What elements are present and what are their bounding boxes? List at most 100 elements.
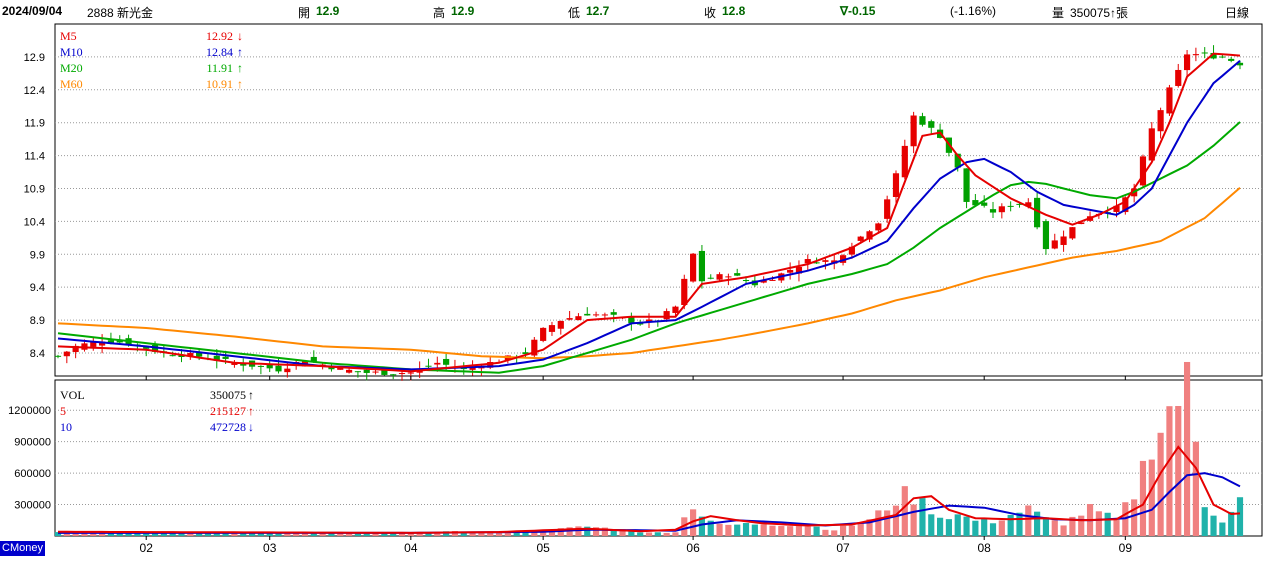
volume-bar xyxy=(769,525,776,536)
candle-body xyxy=(601,314,608,316)
ma-legend-arrow: ↑ xyxy=(237,77,243,91)
volume-bar xyxy=(707,520,714,536)
volume-bar xyxy=(213,532,220,536)
open-value: 12.9 xyxy=(316,4,340,18)
ma-legend-arrow: ↑ xyxy=(237,45,243,59)
volume-bar xyxy=(1210,515,1217,536)
candle-body xyxy=(266,363,273,369)
candle-body xyxy=(425,365,432,367)
month-label: 08 xyxy=(978,541,992,555)
candle-body xyxy=(663,311,670,320)
candle-body xyxy=(1078,222,1085,225)
month-label: 03 xyxy=(263,541,277,555)
candle-body xyxy=(892,173,900,197)
candle-body xyxy=(769,279,776,281)
volume-bar xyxy=(169,531,176,536)
volume-bar xyxy=(495,532,503,536)
price-tick-label: 9.9 xyxy=(30,249,45,261)
volume-bar xyxy=(143,532,150,536)
candle-body xyxy=(460,368,467,370)
candle-body xyxy=(372,371,379,373)
candle-body xyxy=(1148,128,1155,161)
volume-bar xyxy=(1007,514,1014,536)
volume-bar xyxy=(1095,511,1102,536)
month-label: 07 xyxy=(836,541,850,555)
volume-bar xyxy=(522,532,529,536)
volume-legend-name: 5 xyxy=(60,404,66,418)
volume-ma-lines xyxy=(58,445,1241,534)
price-tick-label: 9.4 xyxy=(30,282,45,294)
ma-legend-name: M60 xyxy=(60,77,83,91)
candle-body xyxy=(1183,54,1191,71)
ma-legend-name: M20 xyxy=(60,61,83,75)
volume-bar xyxy=(1069,516,1076,536)
month-label: 05 xyxy=(536,541,550,555)
candle-body xyxy=(628,317,635,324)
volume-bar xyxy=(734,524,741,536)
volume-bar xyxy=(293,532,300,536)
candle-body xyxy=(1025,202,1032,207)
volume-tick-label: 300000 xyxy=(14,500,51,512)
candle-body xyxy=(548,325,556,332)
volume-bar xyxy=(231,533,238,536)
candle-body xyxy=(1236,62,1244,66)
candle-body xyxy=(363,369,370,373)
candle-body xyxy=(972,200,979,206)
volume-bar xyxy=(425,533,432,536)
candle-body xyxy=(1210,52,1217,59)
volume-legend-value: 472728 xyxy=(210,420,246,434)
candle-body xyxy=(398,373,406,375)
candle-body xyxy=(116,340,123,343)
volume-bar xyxy=(372,532,379,536)
volume-bar xyxy=(107,532,115,536)
month-label: 09 xyxy=(1119,541,1133,555)
volume-legend-name: 10 xyxy=(60,420,72,434)
candle-body xyxy=(981,202,988,206)
volume-bar xyxy=(1183,361,1191,536)
candle-body xyxy=(592,314,600,316)
month-label: 02 xyxy=(140,541,154,555)
candle-body xyxy=(919,116,926,125)
volume-bar xyxy=(592,527,600,536)
close-label: 收 xyxy=(704,6,717,20)
candle-body xyxy=(760,280,767,283)
open-label: 開 xyxy=(298,6,311,20)
ma5-line xyxy=(57,52,1241,373)
volume-bar xyxy=(1236,497,1244,536)
volume-bar xyxy=(469,532,476,536)
volume-bar xyxy=(178,532,185,536)
volume-bar xyxy=(407,532,414,536)
candle-body xyxy=(381,369,388,375)
period-label: 日線 xyxy=(1225,6,1250,20)
volume-ma5-line xyxy=(58,445,1241,534)
volume-bar xyxy=(81,532,88,536)
volume-bar xyxy=(63,532,70,536)
volume-bar xyxy=(998,520,1005,536)
candle-body xyxy=(707,277,714,279)
volume-tick-label: 1200000 xyxy=(8,405,51,417)
candle-body xyxy=(284,368,291,373)
ma-legend-name: M5 xyxy=(60,29,77,43)
cmoney-badge: CMoney xyxy=(0,541,45,556)
candle-body xyxy=(63,351,70,357)
candle-body xyxy=(478,367,485,369)
volume-bar xyxy=(1175,405,1182,536)
candle-body xyxy=(742,280,750,282)
volume-bar xyxy=(989,523,997,536)
volume-bar xyxy=(284,533,291,536)
stock-name: 2888 新光金 xyxy=(87,6,154,20)
price-tick-label: 10.9 xyxy=(24,183,45,195)
volume-bar xyxy=(187,532,194,536)
volume-bar xyxy=(460,532,467,536)
volume-bar xyxy=(937,517,944,536)
volume-bar xyxy=(725,524,732,536)
candle-body xyxy=(275,365,282,372)
candle-body xyxy=(151,345,159,352)
candle-body xyxy=(998,206,1005,213)
candle-body xyxy=(213,355,220,361)
candle-body xyxy=(107,340,115,343)
volume-bar xyxy=(610,530,617,536)
volume-bar xyxy=(116,532,123,536)
change-value: ∇-0.15 xyxy=(840,4,876,18)
volume-bar xyxy=(919,498,926,536)
